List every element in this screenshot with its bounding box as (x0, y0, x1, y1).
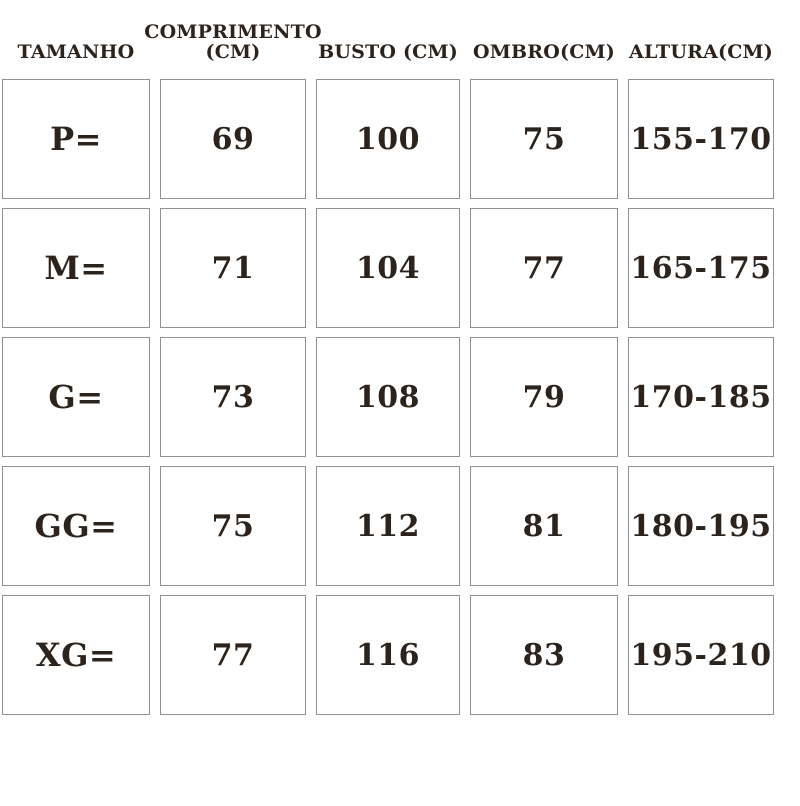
size-cell: G= (2, 337, 150, 457)
ombro-cell: 75 (470, 79, 618, 199)
comprimento-cell: 77 (160, 595, 306, 715)
header-comprimento: COMPRIMENTO (CM) (144, 21, 322, 64)
altura-cell: 195-210 (628, 595, 774, 715)
ombro-cell: 77 (470, 208, 618, 328)
size-cell: XG= (2, 595, 150, 715)
ombro-cell: 83 (470, 595, 618, 715)
comprimento-cell: 69 (160, 79, 306, 199)
altura-cell: 165-175 (628, 208, 774, 328)
busto-cell: 104 (316, 208, 460, 328)
comprimento-cell: 75 (160, 466, 306, 586)
header-ombro: OMBRO(CM) (473, 41, 615, 64)
busto-cell: 116 (316, 595, 460, 715)
busto-cell: 108 (316, 337, 460, 457)
altura-cell: 170-185 (628, 337, 774, 457)
header-tamanho: TAMANHO (17, 41, 135, 64)
comprimento-cell: 73 (160, 337, 306, 457)
ombro-cell: 79 (470, 337, 618, 457)
altura-cell: 155-170 (628, 79, 774, 199)
size-cell: M= (2, 208, 150, 328)
header-busto: BUSTO (CM) (318, 41, 458, 64)
ombro-cell: 81 (470, 466, 618, 586)
comprimento-cell: 71 (160, 208, 306, 328)
busto-cell: 112 (316, 466, 460, 586)
size-cell: GG= (2, 466, 150, 586)
size-chart-table: TAMANHO COMPRIMENTO (CM) BUSTO (CM) OMBR… (2, 6, 774, 715)
header-altura: ALTURA(CM) (629, 41, 773, 64)
altura-cell: 180-195 (628, 466, 774, 586)
size-cell: P= (2, 79, 150, 199)
busto-cell: 100 (316, 79, 460, 199)
